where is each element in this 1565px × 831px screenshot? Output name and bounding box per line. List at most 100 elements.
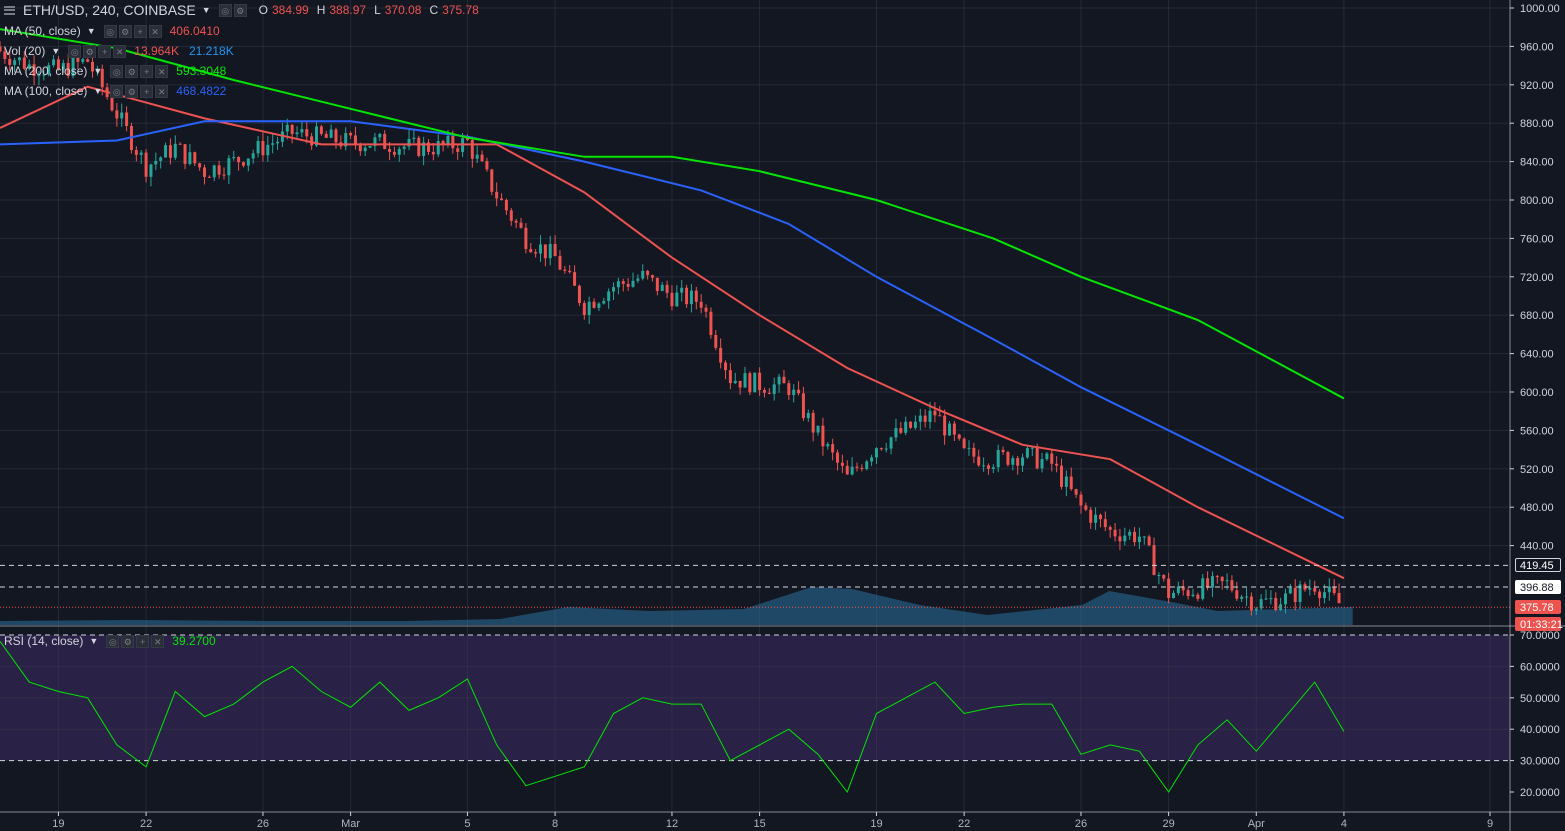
candle xyxy=(1332,586,1336,594)
candle xyxy=(373,137,377,146)
candle xyxy=(811,412,815,433)
visibility-icon[interactable]: ◎ xyxy=(110,84,124,98)
price-axis-label: 880.00 xyxy=(1520,118,1554,130)
settings-icon[interactable]: ⚙ xyxy=(83,44,97,58)
candle xyxy=(660,284,664,291)
indicator-legend-ma50: MA (50, close) ▼ ◎ ⚙ + ✕ 406.0410 xyxy=(4,24,220,38)
candle xyxy=(52,59,56,66)
candles xyxy=(0,41,1341,616)
chevron-down-icon[interactable]: ▼ xyxy=(51,46,61,56)
price-axis-label: 1000.00 xyxy=(1520,3,1560,15)
chevron-down-icon[interactable]: ▼ xyxy=(86,26,96,36)
candle xyxy=(524,227,528,249)
time-axis-label: 26 xyxy=(257,818,269,830)
candle xyxy=(76,57,80,62)
settings-icon[interactable]: ⚙ xyxy=(118,24,132,38)
settings-icon[interactable]: ⚙ xyxy=(125,64,139,78)
candle xyxy=(188,152,192,165)
add-icon[interactable]: + xyxy=(98,44,112,58)
candle xyxy=(777,376,781,385)
candle xyxy=(597,303,601,308)
chevron-down-icon[interactable]: ▼ xyxy=(93,86,103,96)
candle xyxy=(865,461,869,470)
candle xyxy=(573,272,577,286)
candle xyxy=(1322,592,1326,599)
candle xyxy=(801,393,805,419)
candle xyxy=(607,291,611,301)
candle xyxy=(1259,599,1263,609)
settings-icon[interactable]: ⚙ xyxy=(125,84,139,98)
candle xyxy=(397,148,401,155)
settings-icon[interactable]: ⚙ xyxy=(121,634,135,648)
candle xyxy=(1035,447,1039,469)
candle xyxy=(120,112,124,119)
candle xyxy=(66,63,70,77)
candle xyxy=(1060,465,1064,487)
candle xyxy=(368,145,372,148)
close-icon[interactable]: ✕ xyxy=(148,24,162,38)
candle xyxy=(1021,457,1025,466)
visibility-icon[interactable]: ◎ xyxy=(218,3,232,17)
rsi-axis-label: 50.0000 xyxy=(1520,693,1560,705)
symbol-label[interactable]: ETH/USD, 240, COINBASE xyxy=(23,2,196,18)
candle xyxy=(383,133,387,150)
time-axis-label: Mar xyxy=(341,818,360,830)
candle xyxy=(451,135,455,149)
candle xyxy=(534,252,538,254)
add-icon[interactable]: + xyxy=(133,24,147,38)
settings-icon[interactable]: ⚙ xyxy=(233,3,247,17)
candle xyxy=(256,141,260,154)
candle xyxy=(1157,575,1161,577)
candle xyxy=(237,157,241,163)
indicator-label[interactable]: MA (200, close) xyxy=(4,64,88,78)
indicator-label[interactable]: RSI (14, close) xyxy=(4,634,84,648)
candle xyxy=(465,138,469,141)
candle xyxy=(1245,596,1249,598)
candle xyxy=(909,421,913,428)
indicator-label[interactable]: MA (100, close) xyxy=(4,84,88,98)
candle xyxy=(1103,519,1107,528)
candle xyxy=(324,133,328,138)
add-icon[interactable]: + xyxy=(140,64,154,78)
visibility-icon[interactable]: ◎ xyxy=(106,634,120,648)
candle xyxy=(748,373,752,393)
menu-icon[interactable] xyxy=(4,5,15,15)
candle xyxy=(655,277,659,291)
candle xyxy=(1308,587,1312,590)
add-icon[interactable]: + xyxy=(136,634,150,648)
chevron-down-icon[interactable]: ▼ xyxy=(201,5,211,15)
chevron-down-icon[interactable]: ▼ xyxy=(89,636,99,646)
candle xyxy=(538,244,542,254)
candle xyxy=(125,112,129,126)
visibility-icon[interactable]: ◎ xyxy=(103,24,117,38)
candle xyxy=(81,59,85,62)
candle xyxy=(334,129,338,143)
candle xyxy=(650,275,654,278)
indicator-label[interactable]: MA (50, close) xyxy=(4,24,81,38)
add-icon[interactable]: + xyxy=(140,84,154,98)
price-axis-label: 480.00 xyxy=(1520,502,1554,514)
candle xyxy=(977,456,981,466)
visibility-icon[interactable]: ◎ xyxy=(110,64,124,78)
candle xyxy=(879,448,883,450)
candle xyxy=(1142,536,1146,538)
candle xyxy=(568,270,572,273)
candle xyxy=(86,59,90,62)
candle xyxy=(110,97,114,111)
candle xyxy=(699,301,703,308)
visibility-icon[interactable]: ◎ xyxy=(68,44,82,58)
indicator-label[interactable]: Vol (20) xyxy=(4,44,46,58)
candle xyxy=(1167,578,1171,599)
candle xyxy=(441,141,445,145)
close-icon[interactable]: ✕ xyxy=(151,634,165,648)
candle xyxy=(378,133,382,138)
candle xyxy=(1181,586,1185,591)
close-icon[interactable]: ✕ xyxy=(155,64,169,78)
horizontal-line-price-tag[interactable]: 419.45 xyxy=(1515,558,1561,573)
horizontal-line-price-tag[interactable]: 396.88 xyxy=(1515,579,1561,594)
close-icon[interactable]: ✕ xyxy=(113,44,127,58)
close-icon[interactable]: ✕ xyxy=(155,84,169,98)
chevron-down-icon[interactable]: ▼ xyxy=(93,66,103,76)
candle xyxy=(1064,476,1068,487)
